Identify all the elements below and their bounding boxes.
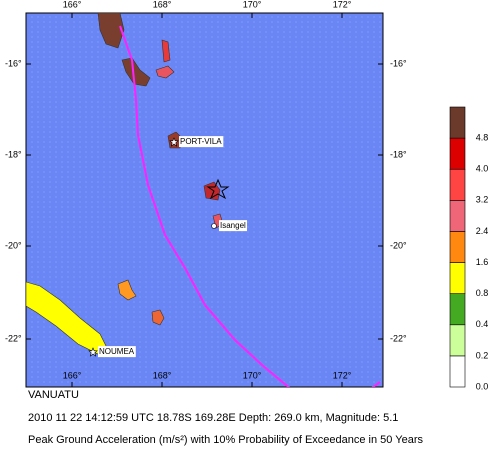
lat-tick-label: -16° xyxy=(5,58,22,68)
lon-tick-label: 170° xyxy=(243,370,262,380)
legend: 0.0 0.2 0.4 0.8 1.6 2.4 3.2 4.0 4.8 xyxy=(449,106,489,391)
lat-tick-label: -22° xyxy=(5,333,22,343)
trench-line xyxy=(371,381,381,387)
place-star xyxy=(169,137,179,147)
event-info: 2010 11 22 14:12:59 UTC 18.78S 169.28E D… xyxy=(28,412,398,424)
lat-tick-label: -18° xyxy=(390,149,407,159)
malekula xyxy=(121,57,151,87)
place-label: NOUMEA xyxy=(99,347,135,356)
legend-swatch xyxy=(449,355,466,388)
lat-tick-label: -22° xyxy=(390,333,407,343)
lon-tick-label: 172° xyxy=(333,0,352,9)
legend-swatch xyxy=(449,168,466,201)
legend-swatch xyxy=(449,262,466,294)
legend-label: 0.8 xyxy=(476,288,489,298)
place-label-bg xyxy=(98,346,136,358)
legend-label: 0.4 xyxy=(476,319,489,329)
legend-label: 0.0 xyxy=(476,381,489,391)
region-title: VANUATU xyxy=(28,389,79,401)
legend-label: 3.2 xyxy=(476,195,489,205)
legend-label: 4.8 xyxy=(476,132,489,142)
legend-swatch xyxy=(449,106,466,139)
places: PORT-VILA Isangel NOUMEA xyxy=(88,136,248,358)
lon-tick-label: 166° xyxy=(63,370,82,380)
axis-ticks: 166° 166° 168° 168° 170° 170° 172° 172° -16° -16°… xyxy=(5,0,407,387)
lifou xyxy=(117,279,137,301)
place-label: Isangel xyxy=(220,221,246,230)
legend-label: 2.4 xyxy=(476,226,489,236)
lon-tick-label: 172° xyxy=(333,370,352,380)
lon-tick-label: 170° xyxy=(243,0,262,9)
ambrym xyxy=(155,65,175,79)
lat-tick-label: -20° xyxy=(5,240,22,250)
land xyxy=(26,13,381,387)
lat-tick-label: -20° xyxy=(390,240,407,250)
lon-tick-label: 166° xyxy=(63,0,82,9)
place-label-bg xyxy=(179,136,224,148)
legend-swatch xyxy=(449,293,466,326)
legend-swatch xyxy=(449,231,466,263)
lat-tick-label: -16° xyxy=(390,58,407,68)
lon-tick-label: 168° xyxy=(153,0,172,9)
legend-swatch xyxy=(449,137,466,170)
place-label: PORT-VILA xyxy=(180,137,222,146)
legend-swatch xyxy=(449,324,466,357)
legend-label: 1.6 xyxy=(476,257,489,267)
pentecost xyxy=(161,39,171,63)
lat-tick-label: -18° xyxy=(5,149,22,159)
espiritu-santo xyxy=(97,13,125,49)
trench-line xyxy=(119,25,290,387)
legend-swatch xyxy=(449,200,466,232)
epicenter-star xyxy=(206,178,230,200)
legend-label: 4.0 xyxy=(476,164,489,174)
lon-tick-label: 168° xyxy=(153,370,172,380)
place-label-bg xyxy=(219,220,248,232)
caption: Peak Ground Acceleration (m/s²) with 10%… xyxy=(28,434,423,446)
place-dot xyxy=(211,223,217,229)
mare xyxy=(151,309,165,326)
place-star xyxy=(88,347,98,357)
legend-label: 0.2 xyxy=(476,350,489,360)
